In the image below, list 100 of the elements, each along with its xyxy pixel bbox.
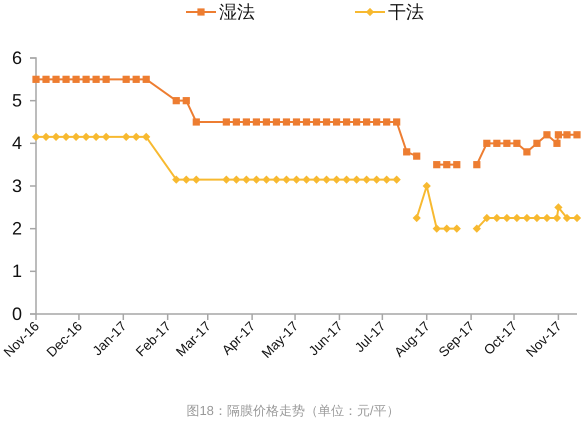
point: [352, 175, 361, 184]
point: [322, 175, 331, 184]
point: [92, 76, 100, 83]
point: [62, 132, 70, 142]
point: [102, 132, 110, 142]
point: [292, 175, 301, 184]
point: [252, 175, 261, 184]
point: [502, 214, 511, 222]
point: [222, 175, 230, 184]
point: [282, 118, 290, 126]
point: [72, 132, 80, 142]
point: [523, 148, 531, 156]
point: [443, 161, 450, 168]
point: [373, 118, 380, 126]
point: [362, 175, 371, 184]
point: [302, 118, 310, 126]
point: [232, 175, 240, 184]
point: [492, 214, 501, 222]
caption: 图18：隔膜价格走势（单位：元/平）: [186, 403, 400, 418]
y-tick-label: 0: [12, 304, 22, 324]
y-tick-label: 1: [12, 261, 22, 282]
point: [483, 140, 490, 147]
point: [292, 118, 300, 126]
point: [342, 118, 350, 126]
point: [142, 76, 150, 83]
point: [352, 118, 360, 126]
point: [363, 118, 370, 126]
point: [62, 76, 70, 83]
point: [433, 161, 440, 168]
point: [92, 132, 100, 142]
point: [182, 175, 190, 184]
point: [192, 175, 200, 184]
point: [82, 132, 90, 142]
point: [42, 76, 50, 83]
point: [503, 140, 510, 147]
y-tick-label: 2: [12, 218, 22, 238]
point: [312, 118, 320, 126]
point: [32, 76, 40, 83]
point: [42, 132, 50, 142]
point: [482, 214, 491, 222]
point: [573, 131, 581, 138]
point: [72, 76, 80, 83]
point: [232, 118, 240, 126]
point: [493, 140, 500, 147]
point: [553, 140, 561, 147]
point: [413, 152, 420, 160]
point: [552, 214, 562, 222]
point: [172, 97, 180, 104]
point: [372, 175, 381, 184]
point: [142, 132, 150, 142]
point: [132, 76, 140, 83]
point: [453, 161, 460, 168]
point: [302, 175, 311, 184]
point: [32, 132, 40, 142]
legend-label: 干法: [388, 2, 424, 22]
point: [403, 148, 410, 156]
point: [332, 175, 341, 184]
point: [272, 118, 280, 126]
point: [52, 76, 60, 83]
point: [392, 175, 401, 184]
y-tick-label: 3: [12, 176, 22, 196]
point: [312, 175, 321, 184]
point: [412, 214, 421, 222]
point: [132, 132, 140, 142]
point: [442, 224, 451, 233]
point: [262, 118, 270, 126]
point: [383, 118, 390, 126]
point: [52, 132, 60, 142]
y-tick-label: 5: [12, 90, 22, 110]
point: [572, 214, 582, 222]
point: [554, 203, 563, 212]
point: [473, 161, 480, 168]
point: [242, 175, 251, 184]
point: [252, 118, 260, 126]
point: [342, 175, 351, 184]
point: [222, 118, 230, 126]
point: [102, 76, 110, 83]
point: [543, 131, 551, 138]
legend-label: 湿法: [219, 2, 255, 22]
point: [192, 118, 200, 126]
point: [563, 131, 571, 138]
y-tick-label: 4: [12, 133, 22, 154]
point: [332, 118, 340, 126]
point: [322, 118, 330, 126]
y-tick-label: 6: [12, 48, 22, 68]
point: [122, 76, 130, 83]
point: [262, 175, 271, 184]
point: [472, 224, 481, 233]
point: [452, 224, 461, 233]
point: [382, 175, 391, 184]
point: [554, 131, 562, 138]
point: [242, 118, 250, 126]
point: [122, 132, 130, 142]
point: [182, 97, 190, 104]
point: [272, 175, 281, 184]
point: [422, 182, 431, 190]
point: [172, 175, 180, 184]
point: [393, 118, 400, 126]
point: [513, 140, 520, 147]
point: [282, 175, 291, 184]
